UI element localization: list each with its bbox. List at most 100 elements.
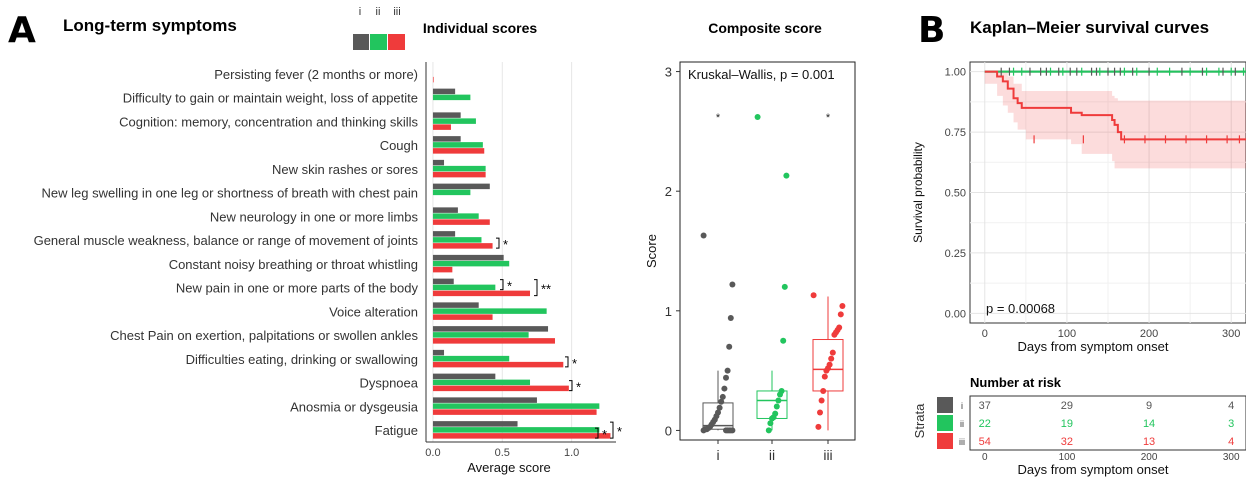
- risk-row-label: i: [961, 401, 963, 411]
- bar-i: [432, 254, 504, 261]
- legend-key-i: i: [359, 6, 361, 18]
- bar-iii: [432, 219, 490, 225]
- risk-cell-i: 37: [979, 400, 991, 412]
- bar-ii: [432, 308, 547, 314]
- box-point-iii: [839, 303, 846, 310]
- km-x-tick-label: 300: [1222, 328, 1240, 340]
- bar-category-label: Persisting fever (2 months or more): [214, 67, 418, 82]
- bar-category-label: Cognition: memory, concentration and thi…: [119, 114, 418, 129]
- bar-category-label: Constant noisy breathing or throat whist…: [169, 257, 418, 272]
- risk-cell-i: 29: [1061, 400, 1073, 412]
- significance-bracket: [496, 237, 500, 249]
- km-x-tick-label: 200: [1140, 328, 1158, 340]
- bar-i: [432, 397, 537, 403]
- km-y-tick-label: 0.00: [945, 308, 966, 320]
- significance-bracket: [534, 279, 538, 297]
- km-p-value: p = 0.00068: [986, 301, 1055, 316]
- significance-bracket: [610, 421, 614, 439]
- bar-ii: [432, 237, 482, 243]
- bar-ii: [432, 142, 483, 148]
- box-point-ii: [767, 420, 774, 427]
- box-point-ii: [773, 403, 780, 410]
- box-chart-title: Composite score: [708, 20, 822, 36]
- bar-iii: [432, 148, 485, 154]
- bar-iii: [432, 385, 569, 392]
- bar-category-label: New leg swelling in one leg or shortness…: [42, 186, 419, 201]
- box-significance-label: *: [826, 112, 831, 124]
- individual-scores-bar-chart: 0.0 0.5 1.0 Average score Persisting fever (…: [34, 62, 622, 475]
- box-point-i: [718, 398, 725, 405]
- legend-key-ii: ii: [376, 6, 381, 18]
- box-point-i: [721, 385, 728, 392]
- box-point-ii: [775, 397, 782, 404]
- risk-x-tick-label: 100: [1059, 452, 1076, 463]
- km-x-axis-label: Days from symptom onset: [1018, 339, 1169, 354]
- bar-ii: [432, 379, 531, 386]
- box-point-i: [719, 393, 726, 400]
- bar-ii: [432, 260, 510, 267]
- risk-cell-ii: 3: [1228, 418, 1234, 430]
- legend-swatch-ii: [370, 34, 387, 50]
- bar-category-label: Chest Pain on exertion, palpitations or …: [110, 328, 418, 343]
- bar-ii: [432, 284, 496, 291]
- significance-label: *: [617, 424, 622, 439]
- box-point-ii: [781, 283, 788, 290]
- box-point-iii: [821, 373, 828, 380]
- bar-i: [432, 421, 518, 427]
- risk-cell-iii: 4: [1228, 436, 1234, 448]
- strata-label: Strata: [912, 403, 927, 438]
- bar-i: [432, 302, 479, 308]
- panel-a-title: Long-term symptoms: [63, 16, 237, 35]
- bar-iii: [432, 171, 486, 178]
- risk-cell-iii: 54: [979, 436, 991, 448]
- km-x-tick-label: 100: [1058, 328, 1076, 340]
- box-point-ii: [769, 415, 775, 422]
- bar-category-label: Cough: [380, 138, 418, 153]
- bar-category-label: New pain in one or more parts of the bod…: [176, 281, 419, 296]
- significance-label: *: [602, 427, 607, 442]
- bar-x-axis-label: Average score: [467, 460, 551, 475]
- bar-category-label: General muscle weakness, balance or rang…: [34, 233, 419, 248]
- km-y-tick-label: 1.00: [945, 67, 966, 79]
- box-point-iii: [829, 349, 836, 356]
- significance-label: *: [572, 356, 577, 371]
- bar-i: [432, 136, 461, 142]
- bar-iii: [432, 124, 451, 130]
- bar-iii: [432, 433, 611, 439]
- bar-i: [432, 183, 490, 190]
- bar-iii: [432, 290, 531, 297]
- box-point-i: [726, 343, 733, 350]
- bar-i: [432, 278, 454, 285]
- bar-category-label: New skin rashes or sores: [272, 162, 418, 177]
- bar-category-label: New neurology in one or more limbs: [210, 209, 419, 224]
- significance-bracket: [569, 380, 573, 392]
- bar-iii: [432, 314, 493, 320]
- km-y-tick-label: 0.25: [945, 248, 966, 260]
- kaplan-meier-chart: 0 100 200 300 0.00 0.25 0.50 0.75 1.00 Days from …: [911, 61, 1246, 354]
- kruskal-wallis-label: Kruskal–Wallis, p = 0.001: [688, 67, 835, 82]
- significance-label: **: [541, 282, 551, 297]
- box-significance-label: *: [716, 112, 721, 124]
- box-point-iii: [831, 331, 838, 338]
- bar-category-label: Difficulties eating, drinking or swallow…: [186, 352, 418, 367]
- box-point-ii: [783, 172, 790, 179]
- box-point-i: [723, 374, 729, 381]
- bar-category-label: Voice alteration: [329, 304, 418, 319]
- bar-iii: [432, 361, 564, 368]
- bar-category-label: Dyspnoea: [359, 376, 418, 391]
- panel-a-letter: A: [8, 10, 36, 51]
- bar-ii: [432, 118, 476, 124]
- box-y-axis-label: Score: [644, 234, 659, 268]
- bar-i: [432, 349, 445, 356]
- panel-b-letter: B: [918, 10, 945, 51]
- box-y-tick-label: 1: [665, 304, 672, 319]
- legend-swatch-i: [353, 34, 369, 50]
- km-x-tick-label: 0: [982, 328, 988, 340]
- bar-iii: [432, 338, 555, 344]
- significance-label: *: [507, 279, 512, 294]
- box-y-tick-label: 0: [665, 423, 672, 438]
- risk-cell-ii: 14: [1143, 418, 1155, 430]
- bar-i: [432, 159, 445, 166]
